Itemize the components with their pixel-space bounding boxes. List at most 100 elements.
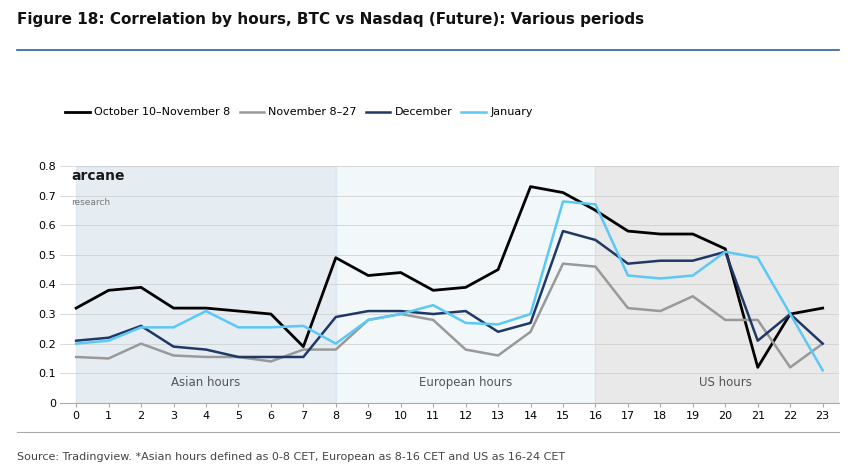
Text: arcane: arcane bbox=[72, 170, 125, 183]
January bbox=[363, 317, 373, 323]
January bbox=[201, 308, 211, 314]
November 8–27 bbox=[71, 354, 81, 360]
November 8–27 bbox=[461, 347, 471, 353]
November 8–27 bbox=[201, 354, 211, 360]
Text: European hours: European hours bbox=[419, 376, 512, 389]
December bbox=[461, 308, 471, 314]
November 8–27 bbox=[817, 341, 828, 346]
October 10–November 8 bbox=[428, 287, 438, 293]
November 8–27 bbox=[785, 365, 795, 370]
January bbox=[298, 323, 308, 329]
December bbox=[330, 314, 341, 320]
Legend: October 10–November 8, November 8–27, December, January: October 10–November 8, November 8–27, De… bbox=[65, 108, 532, 118]
December bbox=[687, 258, 698, 264]
Text: research: research bbox=[72, 198, 110, 207]
November 8–27 bbox=[526, 329, 536, 335]
November 8–27 bbox=[136, 341, 146, 346]
November 8–27 bbox=[655, 308, 665, 314]
January bbox=[136, 325, 146, 330]
January bbox=[330, 341, 341, 346]
November 8–27 bbox=[591, 264, 601, 269]
November 8–27 bbox=[104, 356, 114, 361]
Text: Figure 18: Correlation by hours, BTC vs Nasdaq (Future): Various periods: Figure 18: Correlation by hours, BTC vs … bbox=[17, 12, 645, 27]
December bbox=[298, 354, 308, 360]
October 10–November 8 bbox=[785, 311, 795, 317]
December bbox=[655, 258, 665, 264]
October 10–November 8 bbox=[395, 270, 406, 275]
October 10–November 8 bbox=[526, 184, 536, 190]
Bar bbox=[76, 166, 336, 403]
October 10–November 8 bbox=[104, 287, 114, 293]
December bbox=[817, 341, 828, 346]
January bbox=[493, 321, 503, 327]
January bbox=[461, 320, 471, 326]
October 10–November 8 bbox=[493, 267, 503, 273]
January bbox=[395, 311, 406, 317]
January bbox=[817, 367, 828, 373]
November 8–27 bbox=[330, 347, 341, 353]
December bbox=[169, 344, 179, 349]
November 8–27 bbox=[720, 317, 730, 323]
December bbox=[395, 308, 406, 314]
November 8–27 bbox=[265, 358, 276, 364]
December bbox=[201, 347, 211, 353]
December bbox=[234, 354, 244, 360]
October 10–November 8 bbox=[720, 246, 730, 252]
November 8–27 bbox=[493, 353, 503, 358]
Line: January: January bbox=[76, 201, 823, 370]
October 10–November 8 bbox=[623, 228, 633, 234]
Bar bbox=[596, 166, 855, 403]
October 10–November 8 bbox=[330, 255, 341, 261]
December bbox=[265, 354, 276, 360]
November 8–27 bbox=[363, 317, 373, 323]
December bbox=[71, 338, 81, 344]
January bbox=[687, 273, 698, 278]
December bbox=[493, 329, 503, 335]
December bbox=[558, 228, 568, 234]
Line: November 8–27: November 8–27 bbox=[76, 264, 823, 367]
October 10–November 8 bbox=[752, 365, 763, 370]
January bbox=[720, 249, 730, 255]
Text: Source: Tradingview. *Asian hours defined as 0-8 CET, European as 8-16 CET and U: Source: Tradingview. *Asian hours define… bbox=[17, 452, 565, 462]
November 8–27 bbox=[298, 347, 308, 353]
October 10–November 8 bbox=[363, 273, 373, 278]
December bbox=[136, 323, 146, 329]
October 10–November 8 bbox=[169, 305, 179, 311]
October 10–November 8 bbox=[201, 305, 211, 311]
October 10–November 8 bbox=[298, 344, 308, 349]
December bbox=[428, 311, 438, 317]
Line: October 10–November 8: October 10–November 8 bbox=[76, 187, 823, 367]
January bbox=[785, 311, 795, 317]
Bar bbox=[336, 166, 596, 403]
January bbox=[623, 273, 633, 278]
November 8–27 bbox=[169, 353, 179, 358]
October 10–November 8 bbox=[591, 208, 601, 213]
January bbox=[71, 341, 81, 346]
October 10–November 8 bbox=[71, 305, 81, 311]
October 10–November 8 bbox=[655, 231, 665, 237]
October 10–November 8 bbox=[136, 284, 146, 290]
October 10–November 8 bbox=[234, 308, 244, 314]
November 8–27 bbox=[428, 317, 438, 323]
October 10–November 8 bbox=[558, 190, 568, 195]
October 10–November 8 bbox=[687, 231, 698, 237]
January bbox=[234, 325, 244, 330]
October 10–November 8 bbox=[265, 311, 276, 317]
January bbox=[591, 201, 601, 207]
December bbox=[363, 308, 373, 314]
October 10–November 8 bbox=[817, 305, 828, 311]
December bbox=[623, 261, 633, 266]
November 8–27 bbox=[623, 305, 633, 311]
January bbox=[752, 255, 763, 261]
October 10–November 8 bbox=[461, 284, 471, 290]
November 8–27 bbox=[558, 261, 568, 266]
December bbox=[104, 335, 114, 340]
January bbox=[526, 311, 536, 317]
December bbox=[720, 249, 730, 255]
December bbox=[526, 320, 536, 326]
December bbox=[752, 338, 763, 344]
Line: December: December bbox=[76, 231, 823, 357]
January bbox=[104, 338, 114, 344]
January bbox=[265, 325, 276, 330]
December bbox=[785, 311, 795, 317]
